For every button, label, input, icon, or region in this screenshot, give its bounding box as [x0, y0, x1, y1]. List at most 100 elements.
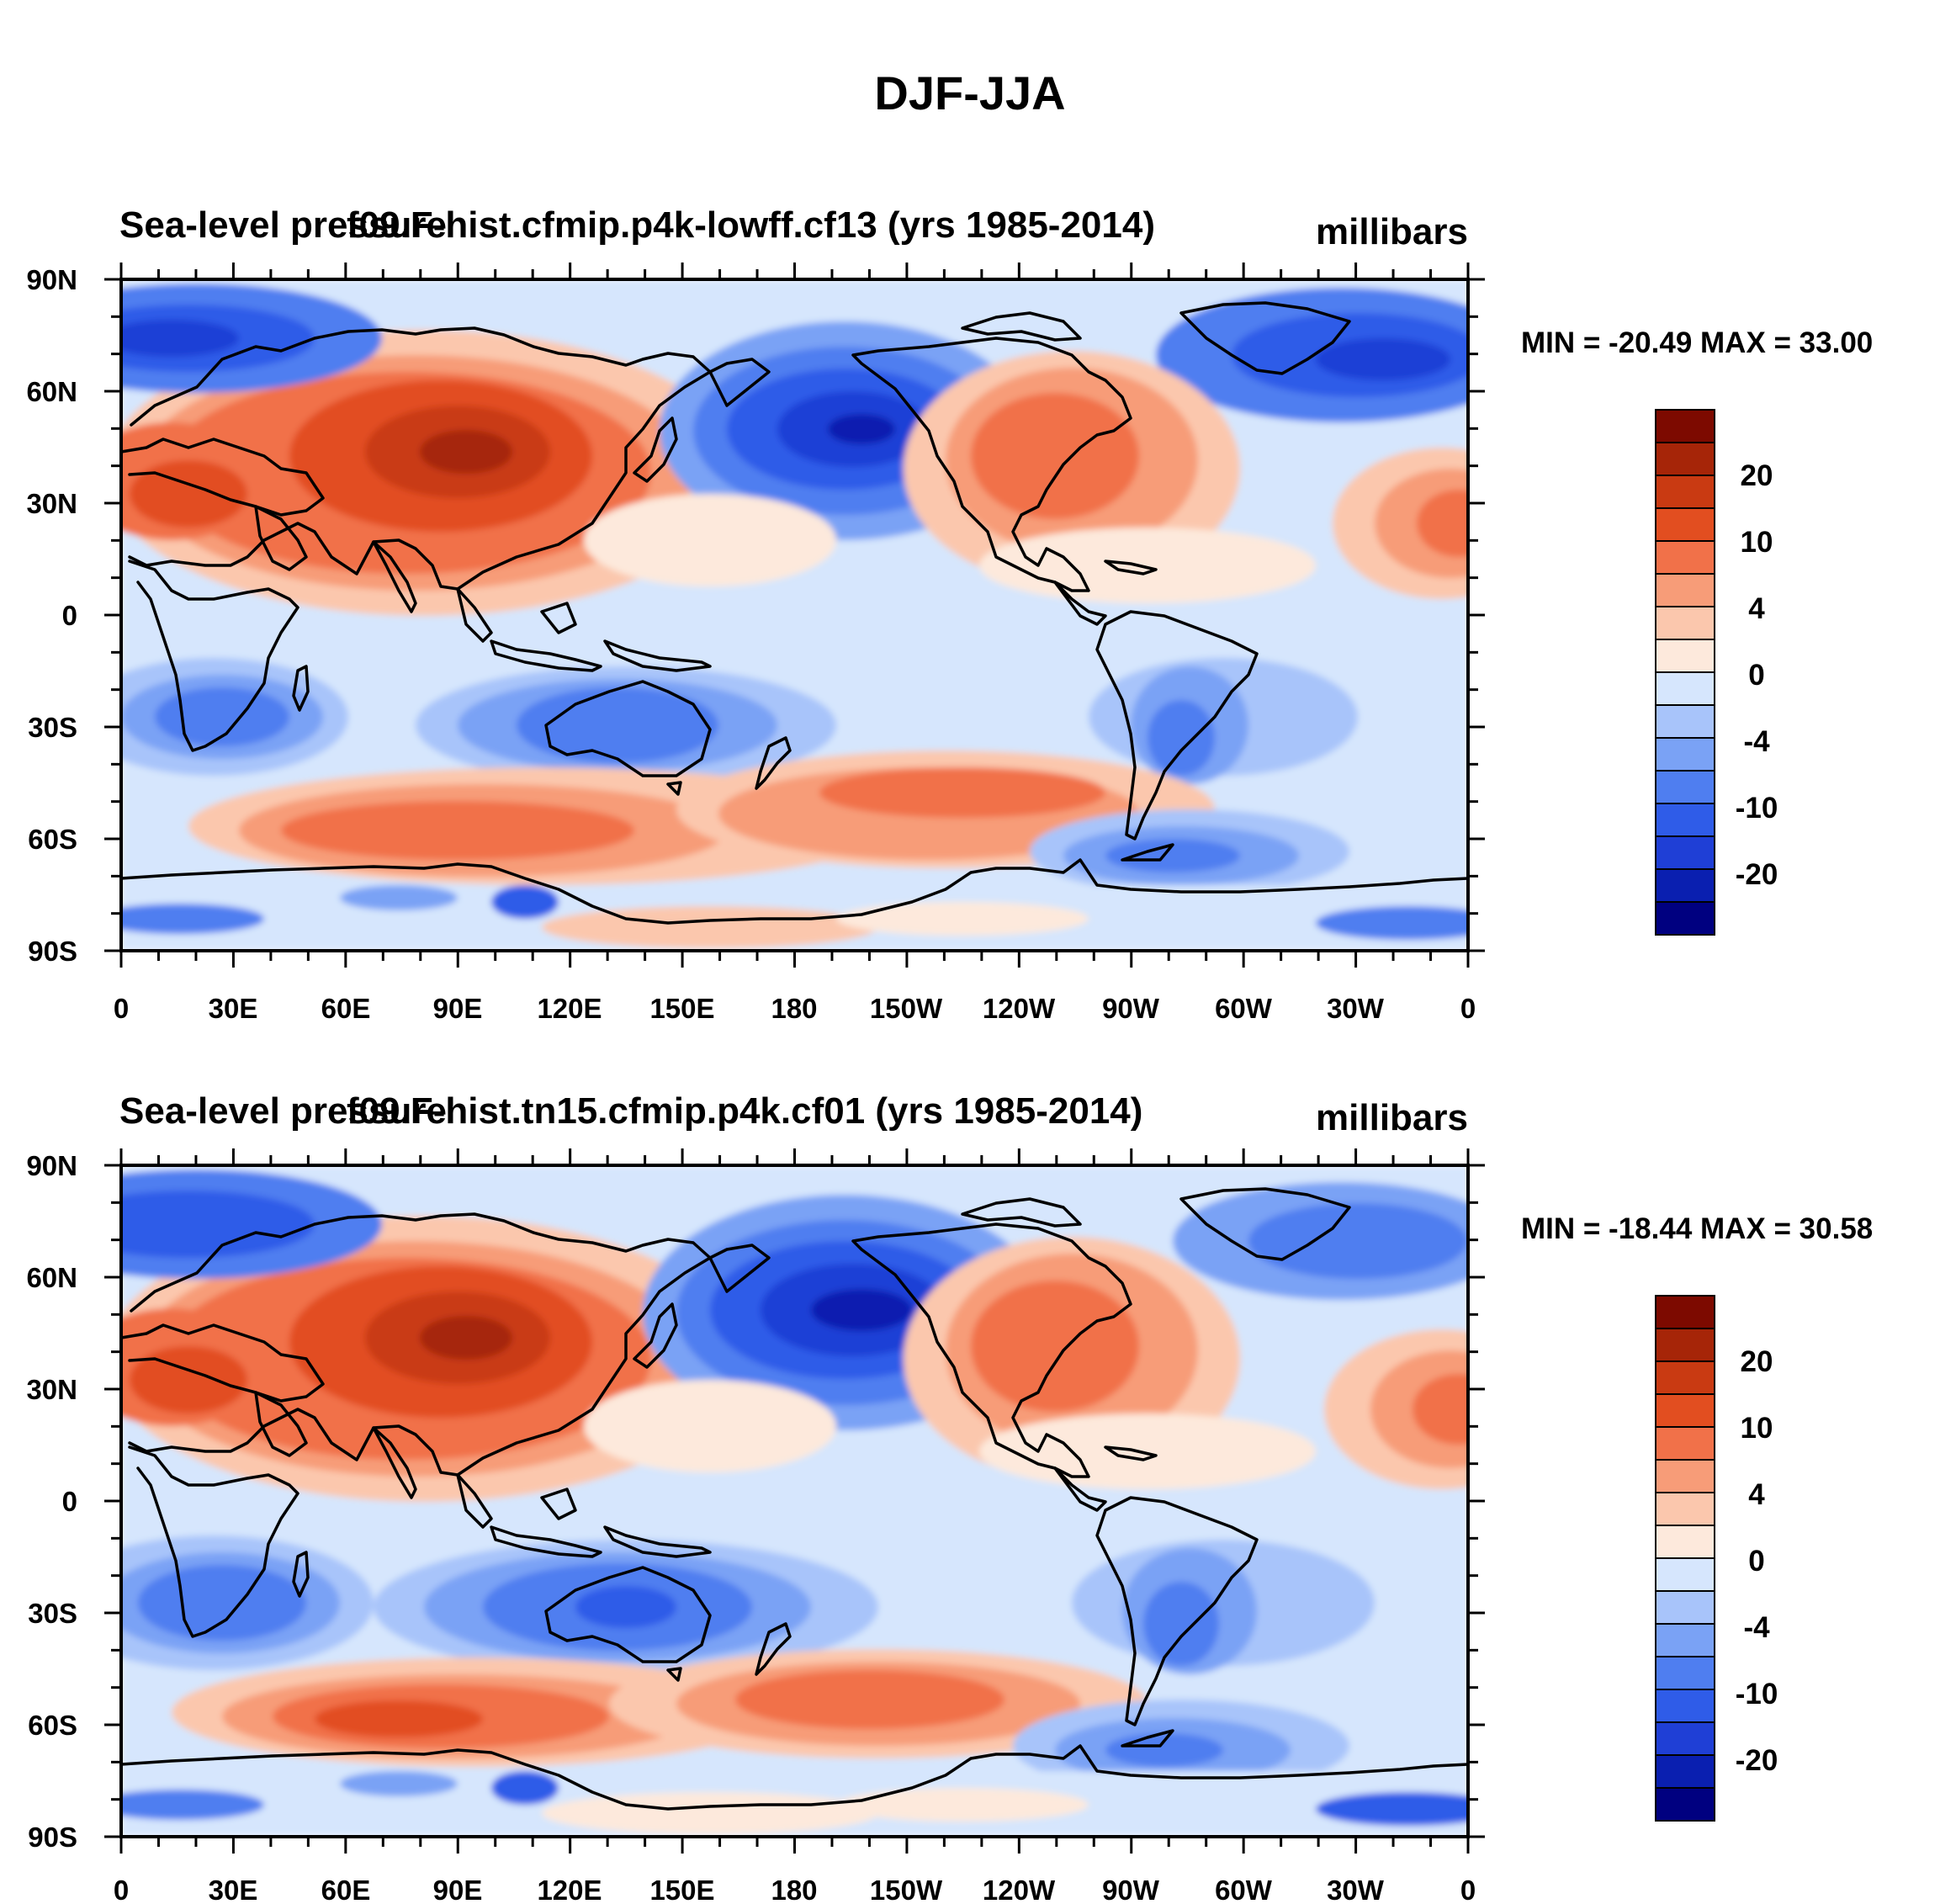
- colorbar-label: -4: [1743, 1611, 1770, 1644]
- lon-label: 180: [771, 1875, 817, 1904]
- colorbar-label: -20: [1736, 858, 1778, 891]
- colorbar-swatch: [1655, 1754, 1715, 1789]
- lon-label: 60E: [321, 1875, 371, 1904]
- panel-2-title-variable: Sea-level pressure: [119, 1090, 447, 1132]
- lat-label: 60N: [26, 376, 77, 407]
- lon-label: 150W: [870, 1875, 943, 1904]
- lon-label: 30E: [209, 1875, 258, 1904]
- panel-2-colorbar-labels: 20 10 4 0 -4 -10 -20: [1736, 1345, 1778, 1777]
- lat-label: 60N: [26, 1262, 77, 1293]
- colorbar-label: -20: [1736, 1744, 1778, 1777]
- colorbar-label: -10: [1736, 792, 1778, 825]
- lon-label: 90E: [433, 1875, 483, 1904]
- lon-label: 0: [1460, 993, 1476, 1024]
- map-panel-2: Sea-level pressure f09.F-hist.tn15.cfmip…: [26, 1090, 1873, 1904]
- panel-2-lat-labels: 90N 60N 30N 0 30S 60S 90S: [26, 1150, 77, 1853]
- map-panel-1: Sea-level pressure f09.F-hist.cfmip.p4k-…: [26, 204, 1873, 1024]
- colorbar-swatch: [1655, 770, 1715, 804]
- lon-label: 90E: [433, 993, 483, 1024]
- panel-2-title-case: f09.F-hist.tn15.cfmip.p4k.cf01 (yrs 1985…: [347, 1090, 1142, 1132]
- page-title: DJF-JJA: [874, 66, 1065, 119]
- colorbar-swatch: [1655, 1557, 1715, 1592]
- lon-label: 150W: [870, 993, 943, 1024]
- lat-label: 0: [62, 600, 77, 631]
- lon-label: 30W: [1327, 1875, 1385, 1904]
- lon-label: 150E: [649, 993, 714, 1024]
- panel-1-lat-labels: 90N 60N 30N 0 30S 60S 90S: [26, 264, 77, 967]
- panel-1-colorbar: [1655, 409, 1715, 936]
- lon-label: 120W: [983, 993, 1056, 1024]
- lon-label: 60E: [321, 993, 371, 1024]
- colorbar-label: 4: [1748, 592, 1765, 625]
- colorbar-swatch: [1655, 1393, 1715, 1428]
- lon-label: 150E: [649, 1875, 714, 1904]
- panel-1-colorbar-labels: 20 10 4 0 -4 -10 -20: [1736, 459, 1778, 891]
- colorbar-swatch: [1655, 409, 1715, 443]
- lat-label: 30S: [28, 712, 77, 743]
- panel-2-colorbar: [1655, 1295, 1715, 1822]
- lat-label: 60S: [28, 1710, 77, 1741]
- colorbar-swatch: [1655, 540, 1715, 575]
- colorbar-swatch: [1655, 606, 1715, 640]
- lon-label: 60W: [1215, 993, 1273, 1024]
- colorbar-label: 10: [1741, 1412, 1773, 1445]
- panel-1-units: millibars: [1316, 211, 1468, 252]
- panel-1-min-max: MIN = -20.49 MAX = 33.00: [1521, 326, 1873, 359]
- colorbar-swatch: [1655, 704, 1715, 739]
- colorbar-swatch: [1655, 1459, 1715, 1493]
- colorbar-swatch: [1655, 1426, 1715, 1461]
- panel-2-units: millibars: [1316, 1097, 1468, 1138]
- lon-label: 120E: [537, 993, 602, 1024]
- panel-1-lon-labels: 0 30E 60E 90E 120E 150E 180 150W 120W 90…: [114, 993, 1476, 1024]
- colorbar-swatch: [1655, 507, 1715, 542]
- colorbar-swatch: [1655, 1623, 1715, 1657]
- panel-1-axis-ticks: [104, 263, 1485, 968]
- colorbar-label: 10: [1741, 526, 1773, 559]
- colorbar-label: 20: [1741, 1345, 1773, 1378]
- colorbar-label: -4: [1743, 725, 1770, 758]
- lat-label: 0: [62, 1486, 77, 1517]
- lat-label: 30N: [26, 488, 77, 519]
- lon-label: 30E: [209, 993, 258, 1024]
- lon-label: 180: [771, 993, 817, 1024]
- colorbar-label: 0: [1748, 659, 1764, 692]
- colorbar-swatch: [1655, 901, 1715, 936]
- lat-label: 90N: [26, 1150, 77, 1181]
- colorbar-label: 0: [1748, 1545, 1764, 1578]
- colorbar-swatch: [1655, 1689, 1715, 1723]
- colorbar-swatch: [1655, 1590, 1715, 1625]
- colorbar-swatch: [1655, 1360, 1715, 1395]
- colorbar-swatch: [1655, 803, 1715, 837]
- colorbar-swatch: [1655, 639, 1715, 673]
- colorbar-swatch: [1655, 573, 1715, 607]
- lat-label: 90S: [28, 936, 77, 967]
- colorbar-swatch: [1655, 442, 1715, 476]
- panel-1-contour-field: [121, 279, 1468, 951]
- lat-label: 60S: [28, 824, 77, 855]
- lon-label: 60W: [1215, 1875, 1273, 1904]
- lon-label: 30W: [1327, 993, 1385, 1024]
- lon-label: 0: [1460, 1875, 1476, 1904]
- panel-2-contour-field: [121, 1165, 1468, 1837]
- colorbar-swatch: [1655, 1787, 1715, 1822]
- colorbar-label: -10: [1736, 1678, 1778, 1710]
- colorbar-swatch: [1655, 1656, 1715, 1690]
- lon-label: 0: [114, 993, 129, 1024]
- lat-label: 30S: [28, 1598, 77, 1629]
- colorbar-swatch: [1655, 1328, 1715, 1362]
- panel-1-title-variable: Sea-level pressure: [119, 204, 447, 246]
- lon-label: 90W: [1102, 1875, 1160, 1904]
- panel-2-lon-labels: 0 30E 60E 90E 120E 150E 180 150W 120W 90…: [114, 1875, 1476, 1904]
- lon-label: 90W: [1102, 993, 1160, 1024]
- panel-1-title-case: f09.F-hist.cfmip.p4k-lowff.cf13 (yrs 198…: [347, 204, 1155, 246]
- colorbar-swatch: [1655, 1525, 1715, 1559]
- colorbar-swatch: [1655, 671, 1715, 706]
- colorbar-swatch: [1655, 835, 1715, 870]
- colorbar-swatch: [1655, 1295, 1715, 1329]
- lat-label: 30N: [26, 1374, 77, 1405]
- colorbar-swatch: [1655, 1721, 1715, 1756]
- lon-label: 0: [114, 1875, 129, 1904]
- lat-label: 90N: [26, 264, 77, 295]
- colorbar-swatch: [1655, 737, 1715, 772]
